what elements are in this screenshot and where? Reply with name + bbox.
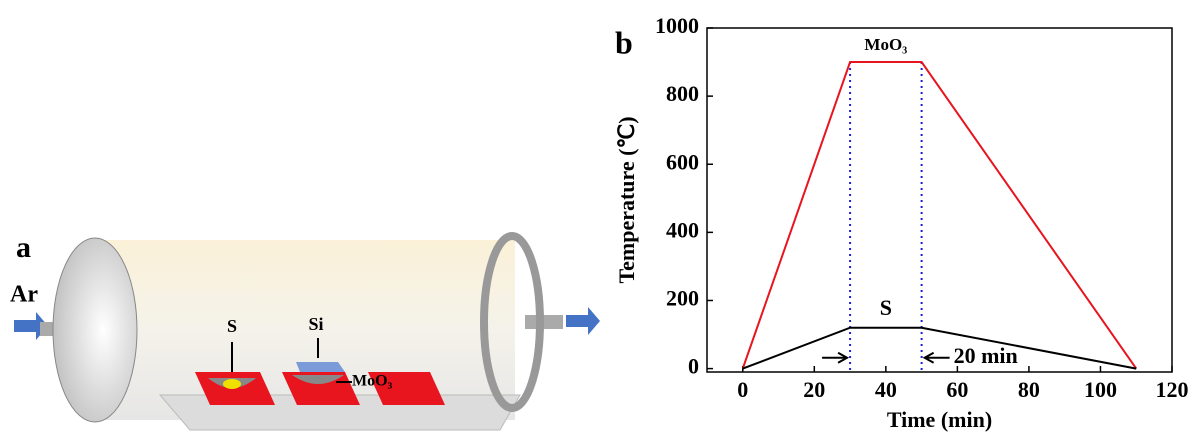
x-tick-label: 60 [946,377,968,402]
substrate [296,362,345,372]
x-tick-label: 80 [1018,377,1040,402]
plot-frame [706,27,1173,373]
end-ring [480,232,544,412]
sulfur [223,379,241,389]
panel-b: 0 200 400 600 800 1000 0 20 40 60 80 100 120 MoO₃ S 20 … [614,13,1188,432]
y-tick-label: 200 [666,286,699,311]
series-line [741,61,1138,370]
y-tick-label: 600 [666,149,699,174]
y-tick-label: 1000 [655,13,699,38]
y-tick-label: 400 [666,217,699,242]
arrow [822,351,850,364]
x-tick-label: 0 [737,377,748,402]
x-axis-label: Time (min) [887,407,992,432]
series-line [742,326,1137,370]
x-tick-label: 40 [875,377,897,402]
gas-in-arrow [14,312,48,340]
x-tick-label: 100 [1084,377,1117,402]
s-label: S [227,316,237,336]
panel-label: b [615,24,633,60]
y-axis-label: Temperature (℃) [614,116,639,283]
gas-out-arrow [566,307,600,335]
end-cap [52,237,138,423]
panel-label: a [16,231,31,264]
series-label: S [880,295,892,320]
boat [292,375,344,384]
x-tick-label: 120 [1156,377,1189,402]
panel-a: a Ar S Si MoO₃ [10,231,600,431]
heater [368,372,445,405]
y-tick-label: 800 [666,81,699,106]
si-label: Si [308,314,323,334]
x-tick-label: 20 [803,377,825,402]
arrow [922,351,950,364]
moo3-label: MoO₃ [352,373,393,390]
y-tick-label: 0 [688,354,699,379]
gas-label: Ar [10,282,38,308]
series-label: MoO₃ [864,35,907,54]
annotation: 20 min [954,343,1018,368]
